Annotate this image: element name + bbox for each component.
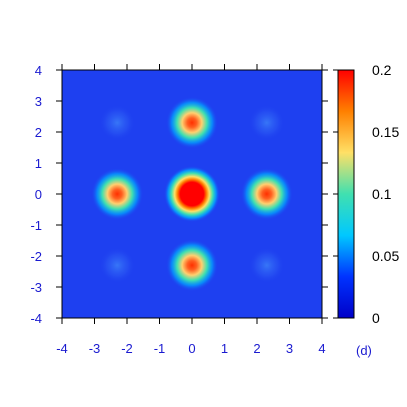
- x-tick-label: -4: [56, 341, 68, 356]
- x-tick-label: 1: [221, 341, 228, 356]
- colorbar: 0 0.05 0.1 0.15 0.2: [333, 62, 399, 326]
- y-tick-label: 3: [35, 94, 42, 109]
- y-tick-label: -1: [30, 218, 42, 233]
- peak-faint-8: [99, 247, 136, 284]
- y-tick-label: -3: [30, 280, 42, 295]
- colorbar-gradient: [338, 70, 354, 318]
- panel-label: (d): [356, 343, 372, 358]
- x-tick-label: 2: [253, 341, 260, 356]
- x-tick-label: 4: [318, 341, 325, 356]
- colorbar-tick-label: 0.2: [372, 62, 392, 78]
- peak-large-0: [164, 166, 220, 222]
- x-tick-label: 3: [286, 341, 293, 356]
- peak-faint-5: [248, 104, 285, 141]
- x-tick-label: 0: [188, 341, 195, 356]
- y-tick-label: -2: [30, 249, 42, 264]
- colorbar-tick-label: 0.15: [372, 124, 399, 140]
- x-tick-label: -2: [121, 341, 133, 356]
- colorbar-tick-label: 0: [372, 310, 380, 326]
- y-tick-label: 2: [35, 125, 42, 140]
- y-tick-label: 1: [35, 156, 42, 171]
- peak-small-3: [240, 168, 293, 220]
- x-tick-label: -1: [154, 341, 166, 356]
- colorbar-tick-label: 0.05: [372, 248, 399, 264]
- plot-area: -4 -3 -2 -1 0 1 2 3 4 -4 -3 -2 -1 0 1 2 3 4: [30, 63, 328, 356]
- peak-faint-7: [248, 247, 285, 284]
- peak-small-4: [91, 168, 144, 220]
- colorbar-tick-label: 0.1: [372, 186, 392, 202]
- peak-small-2: [166, 239, 218, 292]
- x-tick-label: -3: [89, 341, 101, 356]
- y-tick-label: 4: [35, 63, 42, 78]
- peak-small-1: [166, 96, 218, 149]
- peak-faint-6: [99, 104, 136, 141]
- y-tick-label: 0: [35, 187, 42, 202]
- y-tick-label: -4: [30, 311, 42, 326]
